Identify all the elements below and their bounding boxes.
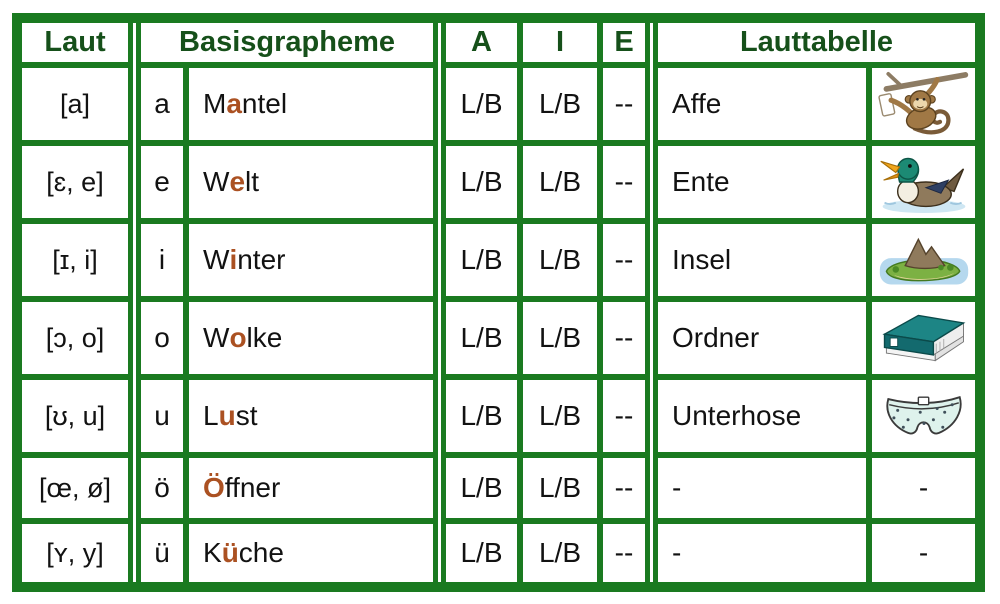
highlighted-letter: ü [221, 537, 239, 568]
e-value: -- [603, 524, 645, 582]
header-i: I [523, 23, 597, 62]
i-value: L/B [523, 380, 597, 452]
header-e: E [603, 23, 645, 62]
header-lauttabelle: Lauttabelle [658, 23, 975, 62]
header-laut: Laut [22, 23, 128, 62]
lauttabelle-image [872, 146, 975, 218]
grapheme-cell: o [141, 302, 183, 374]
ipa-cell: [ɛ, e] [22, 146, 128, 218]
ipa-cell: [a] [22, 68, 128, 140]
grapheme-cell: a [141, 68, 183, 140]
e-value: -- [603, 224, 645, 296]
i-value: L/B [523, 224, 597, 296]
grapheme-cell: i [141, 224, 183, 296]
lauttabelle-word: - [658, 524, 866, 582]
grapheme-cell: e [141, 146, 183, 218]
ipa-cell: [ʏ, y] [22, 524, 128, 582]
lauttabelle-word: Insel [658, 224, 866, 296]
highlighted-letter: e [229, 166, 246, 197]
grapheme-cell: u [141, 380, 183, 452]
a-value: L/B [446, 302, 517, 374]
lauttabelle-image [872, 302, 975, 374]
lauttabelle-word: Ente [658, 146, 866, 218]
i-value: L/B [523, 458, 597, 518]
ipa-cell: [ɪ, i] [22, 224, 128, 296]
lauttabelle-word: Ordner [658, 302, 866, 374]
phonics-table: Laut Basisgrapheme A I E Lauttabelle [a]… [12, 13, 985, 592]
column-group-divider [645, 23, 658, 582]
lauttabelle-image: - [872, 458, 975, 518]
i-value: L/B [523, 146, 597, 218]
highlighted-letter: u [218, 400, 236, 431]
header-basisgrapheme: Basisgrapheme [141, 23, 433, 62]
monkey-icon [877, 72, 968, 135]
grapheme-cell: ö [141, 458, 183, 518]
i-value: L/B [523, 68, 597, 140]
e-value: -- [603, 68, 645, 140]
ipa-cell: [ɔ, o] [22, 302, 128, 374]
a-value: L/B [446, 380, 517, 452]
highlighted-letter: o [229, 322, 247, 353]
e-value: -- [603, 380, 645, 452]
underwear-icon [885, 395, 962, 435]
e-value: -- [603, 146, 645, 218]
lauttabelle-word: - [658, 458, 866, 518]
lauttabelle-image [872, 380, 975, 452]
column-group-divider [433, 23, 446, 582]
ipa-cell: [œ, ø] [22, 458, 128, 518]
a-value: L/B [446, 458, 517, 518]
highlighted-letter: Ö [203, 472, 225, 503]
lauttabelle-image [872, 224, 975, 296]
a-value: L/B [446, 524, 517, 582]
i-value: L/B [523, 302, 597, 374]
binder-icon [881, 314, 965, 362]
ipa-cell: [ʊ, u] [22, 380, 128, 452]
island-icon [879, 237, 968, 285]
column-group-divider [128, 23, 141, 582]
lauttabelle-image: - [872, 524, 975, 582]
lauttabelle-image [872, 68, 975, 140]
i-value: L/B [523, 524, 597, 582]
highlighted-letter: a [226, 88, 242, 119]
a-value: L/B [446, 68, 517, 140]
a-value: L/B [446, 146, 517, 218]
highlighted-letter: i [229, 244, 238, 275]
header-a: A [446, 23, 517, 62]
e-value: -- [603, 302, 645, 374]
duck-icon [879, 157, 965, 214]
e-value: -- [603, 458, 645, 518]
a-value: L/B [446, 224, 517, 296]
grapheme-cell: ü [141, 524, 183, 582]
lauttabelle-word: Affe [658, 68, 866, 140]
lauttabelle-word: Unterhose [658, 380, 866, 452]
